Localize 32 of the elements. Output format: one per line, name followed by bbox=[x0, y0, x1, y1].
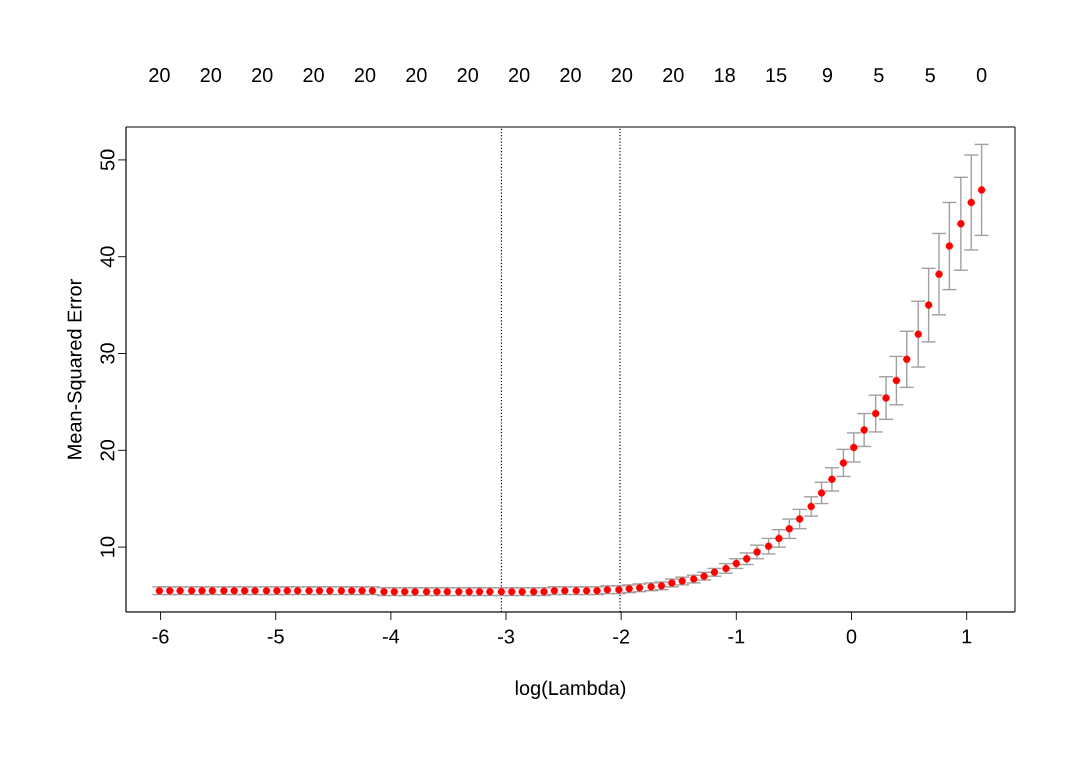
text: 20 bbox=[611, 68, 633, 83]
text: 20 bbox=[354, 68, 376, 83]
y-axis-title: Mean-Squared Error bbox=[66, 279, 86, 459]
y-tick-label: 30 bbox=[100, 343, 115, 364]
text: 18 bbox=[715, 68, 735, 83]
text: 15 bbox=[766, 68, 787, 83]
x-tick-label: 0 bbox=[846, 629, 857, 644]
text: 5 bbox=[925, 68, 935, 83]
text: 20 bbox=[303, 68, 324, 83]
text: 20 bbox=[457, 68, 479, 83]
x-axis-title: log(Lambda) bbox=[515, 680, 626, 700]
text: 9 bbox=[822, 68, 833, 83]
text: 20 bbox=[560, 68, 581, 83]
x-tick-label: -2 bbox=[613, 629, 630, 644]
x-tick-label: -4 bbox=[382, 629, 400, 644]
text: 20 bbox=[509, 68, 530, 83]
text: 20 bbox=[663, 68, 684, 83]
y-tick-label: 40 bbox=[100, 246, 115, 268]
x-tick-label: 1 bbox=[962, 629, 972, 644]
text: 5 bbox=[874, 68, 884, 83]
y-tick-label: 50 bbox=[100, 149, 115, 171]
text: 20 bbox=[252, 68, 273, 83]
text: 20 bbox=[149, 68, 170, 83]
x-tick-label: -5 bbox=[267, 629, 284, 644]
y-tick-label: 10 bbox=[100, 536, 115, 557]
x-tick-label: -3 bbox=[498, 629, 514, 644]
x-tick-label: -1 bbox=[728, 629, 745, 644]
x-tick-label: -6 bbox=[152, 629, 169, 644]
text: 0 bbox=[976, 68, 987, 83]
text: 20 bbox=[406, 68, 427, 83]
y-tick-label: 20 bbox=[100, 440, 115, 461]
text: 20 bbox=[200, 68, 222, 83]
